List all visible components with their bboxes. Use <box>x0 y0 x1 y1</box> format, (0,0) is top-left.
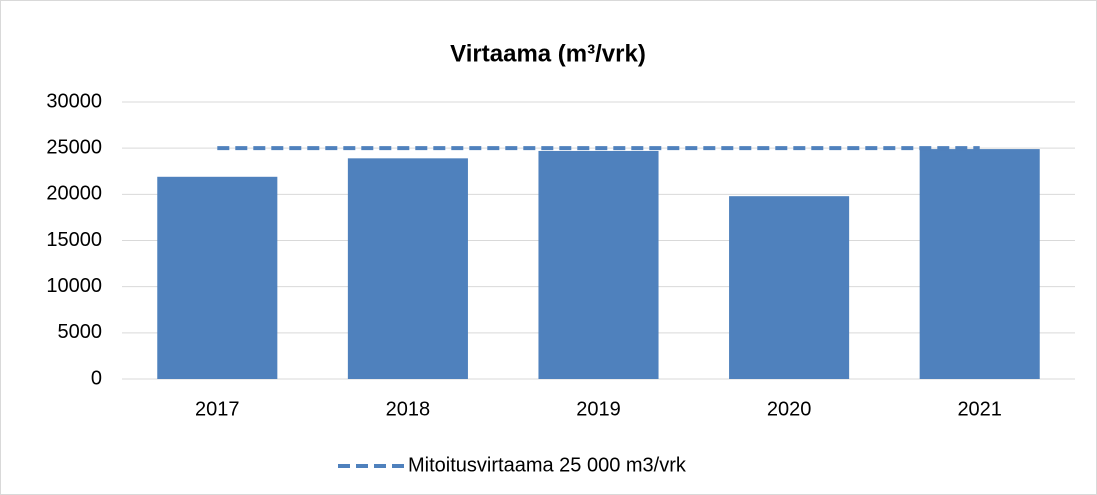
y-tick-label: 30000 <box>46 90 102 112</box>
x-tick-label: 2019 <box>576 398 621 420</box>
bar <box>538 150 659 379</box>
y-tick-label: 0 <box>91 367 102 389</box>
y-tick-label: 25000 <box>46 136 102 158</box>
y-tick-label: 20000 <box>46 183 102 205</box>
bar <box>729 196 850 379</box>
bar <box>347 158 468 379</box>
y-tick-label: 15000 <box>46 229 102 251</box>
bar <box>919 149 1040 379</box>
chart-title: Virtaama (m³/vrk) <box>450 40 646 67</box>
x-tick-label: 2021 <box>957 398 1002 420</box>
y-tick-label: 10000 <box>46 275 102 297</box>
x-tick-label: 2018 <box>386 398 431 420</box>
y-tick-label: 5000 <box>58 321 103 343</box>
legend-label: Mitoitusvirtaama 25 000 m3/vrk <box>408 454 687 476</box>
x-tick-label: 2017 <box>195 398 240 420</box>
x-tick-label: 2020 <box>767 398 812 420</box>
bar <box>157 176 278 379</box>
